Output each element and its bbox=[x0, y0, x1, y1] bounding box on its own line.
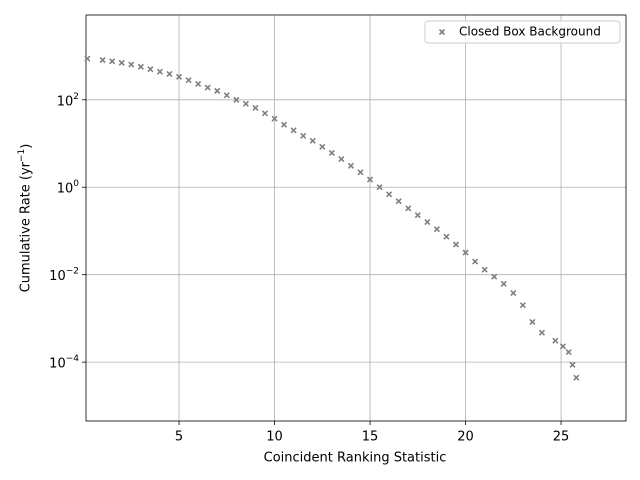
point bbox=[386, 191, 393, 198]
point bbox=[510, 289, 517, 297]
point bbox=[252, 104, 259, 112]
point bbox=[376, 184, 383, 191]
x-axis-label: Coincident Ranking Statistic bbox=[264, 451, 447, 466]
point bbox=[156, 68, 163, 75]
point bbox=[118, 59, 125, 66]
y-tick-exponent: 0 bbox=[73, 179, 79, 189]
point bbox=[405, 205, 412, 212]
point bbox=[328, 149, 335, 156]
point bbox=[481, 266, 488, 273]
point bbox=[424, 218, 431, 226]
plot-frame bbox=[85, 14, 627, 422]
point bbox=[491, 273, 498, 280]
point bbox=[500, 280, 507, 287]
point bbox=[233, 96, 240, 103]
x-tick-label: 15 bbox=[362, 430, 379, 445]
point bbox=[261, 110, 269, 117]
point bbox=[462, 249, 469, 256]
point bbox=[565, 348, 572, 356]
point bbox=[309, 137, 316, 144]
x-tick-label: 10 bbox=[266, 430, 283, 445]
point bbox=[214, 87, 221, 94]
point bbox=[223, 92, 230, 99]
x-tick-label: 25 bbox=[553, 430, 570, 445]
point bbox=[204, 84, 211, 91]
y-tick-label: 102 bbox=[57, 91, 79, 109]
point bbox=[147, 66, 154, 73]
y-tick-label: 10−4 bbox=[49, 354, 79, 372]
point bbox=[166, 70, 173, 78]
y-label-end: ) bbox=[19, 144, 34, 149]
point bbox=[338, 156, 345, 163]
legend-marker bbox=[438, 28, 446, 36]
point bbox=[281, 121, 288, 128]
point bbox=[137, 63, 144, 70]
point bbox=[195, 80, 202, 88]
y-tick-label: 10−2 bbox=[49, 266, 79, 284]
point bbox=[99, 57, 106, 64]
point bbox=[84, 55, 91, 62]
point bbox=[538, 329, 546, 336]
legend-label: Closed Box Background bbox=[459, 25, 601, 39]
point bbox=[529, 318, 536, 326]
y-tick-exponent: 2 bbox=[73, 91, 79, 101]
point bbox=[242, 100, 249, 107]
point bbox=[472, 258, 479, 265]
point bbox=[443, 233, 450, 240]
point bbox=[271, 115, 278, 122]
point bbox=[185, 77, 192, 84]
point bbox=[519, 302, 526, 309]
point bbox=[357, 169, 364, 176]
point bbox=[559, 343, 567, 350]
point bbox=[395, 198, 402, 205]
y-tick-exponent: −4 bbox=[66, 354, 80, 364]
point bbox=[347, 162, 355, 169]
point bbox=[300, 132, 307, 139]
x-tick-label: 5 bbox=[175, 430, 183, 445]
point bbox=[319, 143, 326, 150]
y-axis-label: Cumulative Rate (yr−1) bbox=[17, 144, 34, 293]
point bbox=[552, 337, 559, 344]
y-tick-exponent: −2 bbox=[66, 266, 79, 276]
point bbox=[290, 127, 297, 134]
point bbox=[433, 226, 440, 233]
point bbox=[452, 241, 460, 248]
y-tick-label: 100 bbox=[57, 179, 80, 197]
point bbox=[109, 58, 116, 65]
point bbox=[573, 374, 580, 381]
point bbox=[414, 212, 421, 219]
point bbox=[569, 361, 576, 368]
x-tick-label: 20 bbox=[457, 430, 474, 445]
point bbox=[128, 61, 135, 68]
y-label-exponent: −1 bbox=[17, 149, 27, 162]
point bbox=[366, 176, 374, 183]
point bbox=[175, 73, 183, 80]
legend-box bbox=[424, 20, 621, 44]
